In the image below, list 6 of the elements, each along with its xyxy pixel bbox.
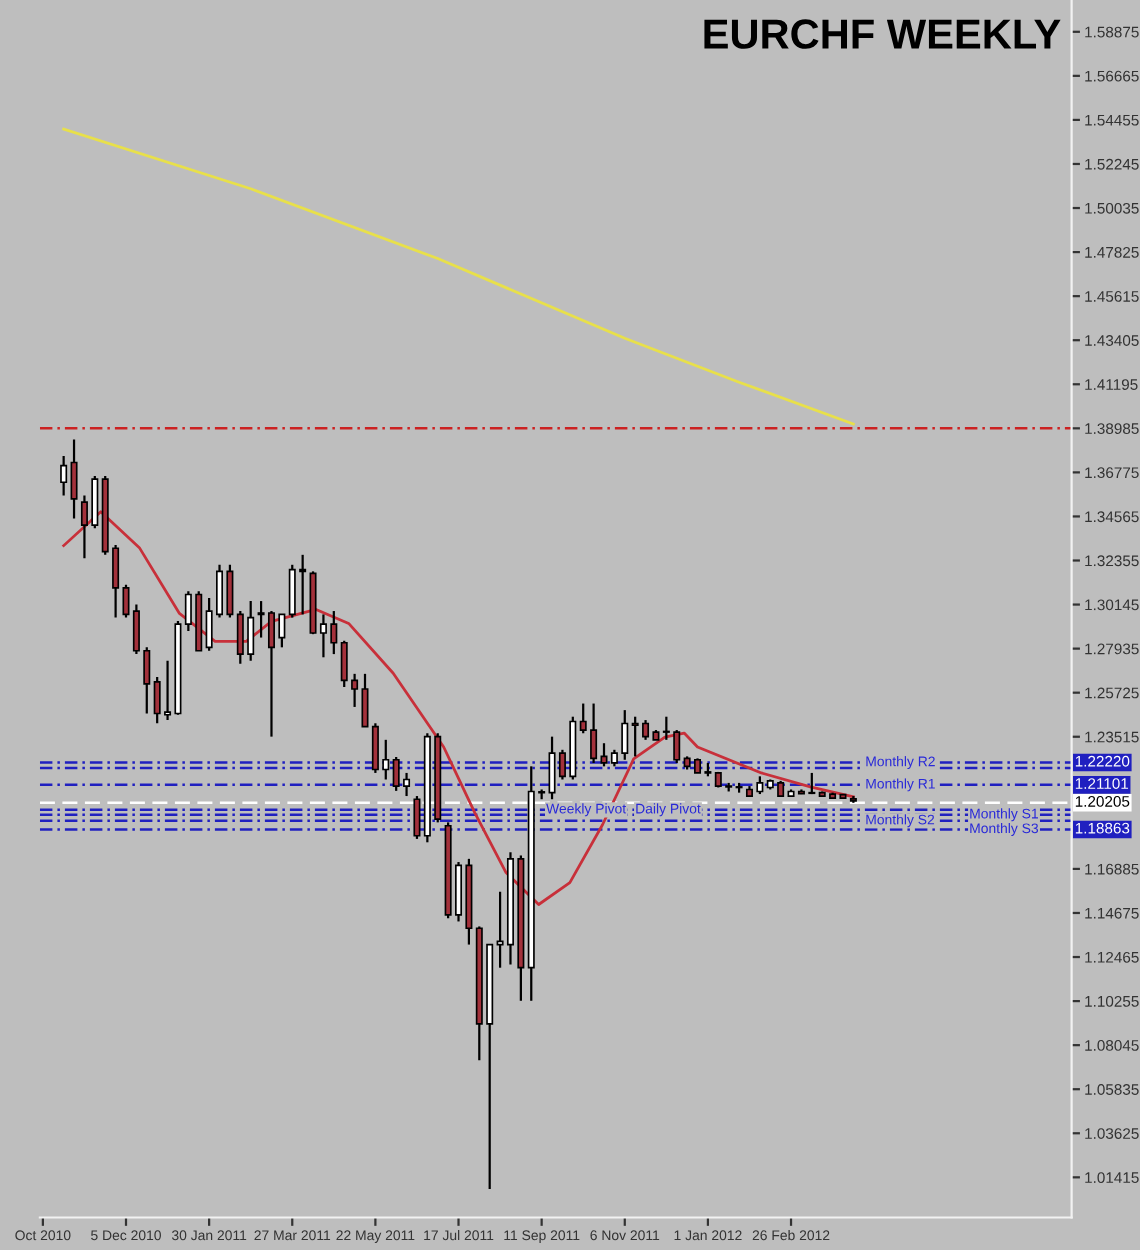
candlestick [413, 794, 421, 841]
line-series [62, 510, 855, 906]
candlestick [70, 438, 78, 520]
chart-title: EURCHF WEEKLY [704, 19, 1061, 49]
candlestick [60, 454, 68, 497]
line-series [62, 127, 855, 426]
